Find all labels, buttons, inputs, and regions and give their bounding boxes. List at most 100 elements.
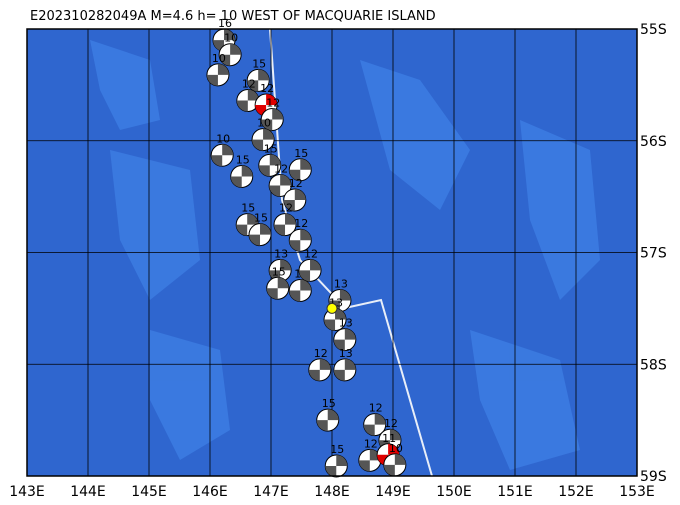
depth-label: 15 xyxy=(322,397,336,410)
x-tick-label: 147E xyxy=(253,484,289,500)
beachball-compression xyxy=(333,358,356,381)
x-tick-label: 149E xyxy=(375,484,411,500)
beachball-compression xyxy=(383,453,406,476)
beachball-compression xyxy=(283,188,306,211)
beachball xyxy=(308,358,332,382)
beachball xyxy=(298,258,322,282)
beachball xyxy=(236,89,260,113)
beachball xyxy=(268,258,292,282)
beachball xyxy=(383,453,407,477)
depth-label: 15 xyxy=(241,202,255,215)
depth-label: 15 xyxy=(264,142,278,155)
beachball xyxy=(230,165,254,189)
depth-label: 15 xyxy=(294,147,308,160)
beachball-compression xyxy=(289,229,312,252)
depth-label: 15 xyxy=(236,154,250,167)
x-tick-label: 150E xyxy=(436,484,472,500)
depth-label: 10 xyxy=(212,52,226,65)
x-tick-label: 146E xyxy=(192,484,228,500)
y-tick-label: 55S xyxy=(640,22,667,38)
beachball xyxy=(333,358,357,382)
beachball xyxy=(206,63,230,87)
depth-label: 15 xyxy=(330,443,344,456)
depth-label: 15 xyxy=(254,212,268,225)
y-tick-label: 57S xyxy=(640,246,667,262)
depth-label: 12 xyxy=(260,82,274,95)
x-tick-label: 148E xyxy=(314,484,350,500)
depth-label: 11 xyxy=(382,432,396,445)
title: E202310282049A M=4.6 h= 10 WEST OF MACQU… xyxy=(30,9,436,24)
beachball-compression xyxy=(325,454,348,477)
beachball xyxy=(260,108,284,132)
beachball xyxy=(248,223,272,247)
beachball-compression xyxy=(269,174,292,197)
beachball-compression xyxy=(236,213,259,236)
beachball-compression xyxy=(252,128,275,151)
beachball xyxy=(288,228,312,252)
beachball-compression xyxy=(219,43,242,66)
y-tick-label: 59S xyxy=(640,469,667,485)
depth-label: 16 xyxy=(218,17,232,30)
depth-label: 12 xyxy=(369,402,383,415)
beachball xyxy=(258,153,282,177)
beachball-compression xyxy=(211,144,234,167)
beachball-compression xyxy=(333,328,356,351)
depth-label: 13 xyxy=(339,347,353,360)
beachball-compression xyxy=(247,69,270,92)
beachball-compression xyxy=(377,443,400,466)
depth-label: 12 xyxy=(289,177,303,190)
depth-label: 10 xyxy=(389,442,403,455)
beachball-compression xyxy=(324,308,347,331)
depth-label: 15 xyxy=(272,265,286,278)
beachball-compression xyxy=(274,213,297,236)
beachball-compression xyxy=(213,29,236,52)
beachball xyxy=(273,213,297,237)
beachball-compression xyxy=(269,259,292,282)
depth-label: 12 xyxy=(242,78,256,91)
depth-label: 12 xyxy=(294,217,308,230)
beachball-compression xyxy=(308,358,331,381)
x-tick-label: 145E xyxy=(131,484,167,500)
beachball-compression xyxy=(299,259,322,282)
depth-label: 12 xyxy=(274,162,288,175)
beachball-compression xyxy=(358,449,381,472)
x-tick-label: 151E xyxy=(497,484,533,500)
beachball-compression xyxy=(258,154,281,177)
beachball xyxy=(363,413,387,437)
beachball-compression xyxy=(363,413,386,436)
depth-label: 12 xyxy=(384,417,398,430)
beachball xyxy=(246,68,270,92)
beachball xyxy=(266,276,290,300)
depth-label: 13 xyxy=(339,317,353,330)
beachball-compression xyxy=(316,409,339,432)
beachball-compression xyxy=(289,158,312,181)
beachball xyxy=(288,278,312,302)
depth-label: 12 xyxy=(314,347,328,360)
plate-boundary xyxy=(269,28,433,477)
beachball xyxy=(316,408,340,432)
beachball xyxy=(218,43,242,67)
beachball xyxy=(210,143,234,167)
beachball xyxy=(288,158,312,182)
beachball xyxy=(235,213,259,237)
beachball xyxy=(268,173,292,197)
x-tick-label: 144E xyxy=(70,484,106,500)
x-tick-label: 152E xyxy=(558,484,594,500)
beachball xyxy=(333,328,357,352)
beachball-compression xyxy=(230,165,253,188)
beachball xyxy=(324,454,348,478)
depth-label: 13 xyxy=(334,278,348,291)
depth-label: 15 xyxy=(252,57,266,70)
beachball-compression xyxy=(261,108,284,131)
beachball-compression xyxy=(249,223,272,246)
x-tick-label: 153E xyxy=(619,484,655,500)
epicenter xyxy=(326,302,338,314)
x-tick-label: 143E xyxy=(9,484,45,500)
depth-label: 12 xyxy=(279,202,293,215)
depth-label: 10 xyxy=(224,32,238,45)
beachball-compression xyxy=(236,89,259,112)
depth-label: 10 xyxy=(216,132,230,145)
beachball xyxy=(251,128,275,152)
beachball xyxy=(323,308,347,332)
